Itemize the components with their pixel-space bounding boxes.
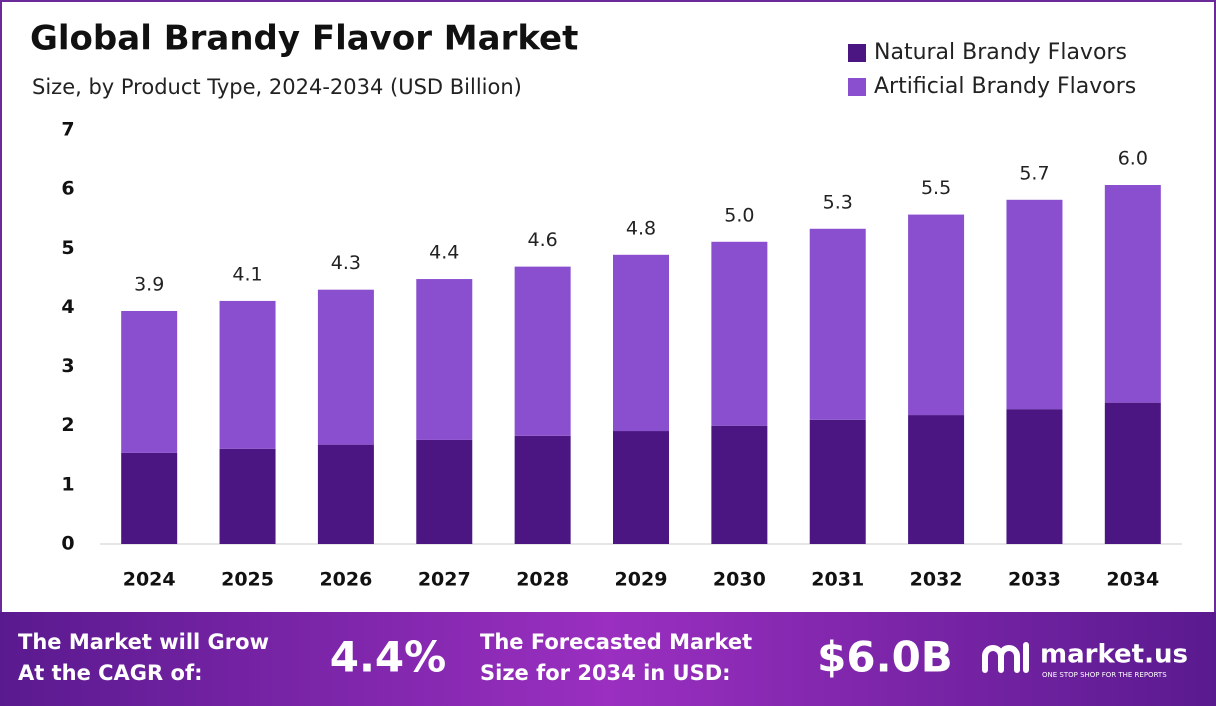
x-tick-label: 2030 <box>713 569 766 591</box>
y-tick-label: 1 <box>61 473 74 495</box>
x-tick-label: 2026 <box>319 569 372 591</box>
forecast-value: $6.0B <box>817 633 953 682</box>
x-tick-label: 2032 <box>910 569 963 591</box>
y-tick-label: 4 <box>61 296 74 318</box>
bar-segment <box>908 214 965 416</box>
bar-segment <box>317 289 374 445</box>
bar-segment <box>1104 185 1161 403</box>
bar-segment <box>711 425 768 544</box>
bar-segment <box>416 279 473 440</box>
bar-segment <box>613 431 669 544</box>
brand: market.us <box>1040 640 1188 670</box>
brand-tagline: ONE STOP SHOP FOR THE REPORTS <box>1042 671 1167 679</box>
bar-segment <box>809 419 866 544</box>
bar-segment <box>908 415 965 544</box>
x-tick-label: 2031 <box>811 569 864 591</box>
cagr-text: The Market will Grow <box>18 630 269 654</box>
bar-segment <box>711 241 768 426</box>
forecast-text: The Forecasted Market <box>480 630 752 654</box>
total-label: 5.5 <box>921 177 951 199</box>
x-tick-label: 2029 <box>615 569 668 591</box>
total-label: 3.9 <box>134 273 164 295</box>
bar-segment <box>514 435 571 544</box>
legend-label: Artificial Brandy Flavors <box>874 74 1136 99</box>
x-tick-label: 2033 <box>1008 569 1061 591</box>
legend-swatch <box>848 44 866 62</box>
total-label: 4.4 <box>429 242 459 264</box>
total-label: 4.6 <box>528 229 558 251</box>
cagr-text: At the CAGR of: <box>18 661 203 685</box>
brand-logo <box>982 642 1029 673</box>
cagr-value: 4.4% <box>330 633 446 682</box>
bar-segment <box>219 448 276 544</box>
bar-segment <box>121 310 178 453</box>
y-tick-label: 2 <box>61 414 74 436</box>
x-tick-label: 2028 <box>516 569 569 591</box>
bar-segment <box>121 452 178 544</box>
bar-segment <box>1104 402 1161 544</box>
x-tick-label: 2024 <box>123 569 176 591</box>
footer-band <box>0 612 1216 706</box>
y-tick-label: 3 <box>61 355 74 377</box>
x-tick-label: 2027 <box>418 569 471 591</box>
total-label: 4.3 <box>331 252 361 274</box>
bar-segment <box>514 266 571 436</box>
total-label: 5.0 <box>724 204 754 226</box>
x-tick-label: 2034 <box>1106 569 1159 591</box>
y-tick-label: 0 <box>61 533 74 555</box>
bar-segment <box>219 300 276 449</box>
bar-segment <box>613 254 669 432</box>
bar-segment <box>317 444 374 544</box>
bar-segment <box>416 439 473 544</box>
legend-label: Natural Brandy Flavors <box>874 40 1127 65</box>
bar-segment <box>809 228 866 420</box>
chart-subtitle: Size, by Product Type, 2024-2034 (USD Bi… <box>32 75 522 99</box>
total-label: 4.8 <box>626 217 656 239</box>
bar-segment <box>1006 409 1063 544</box>
legend-swatch <box>848 78 866 96</box>
total-label: 4.1 <box>232 263 262 285</box>
chart-title: Global Brandy Flavor Market <box>30 19 578 59</box>
bar-segment <box>1006 199 1063 410</box>
y-tick-label: 7 <box>61 119 74 141</box>
x-tick-label: 2025 <box>221 569 274 591</box>
y-tick-label: 6 <box>61 178 74 200</box>
total-label: 5.7 <box>1019 162 1049 184</box>
y-tick-label: 5 <box>61 237 74 259</box>
total-label: 5.3 <box>823 191 853 213</box>
total-label: 6.0 <box>1118 148 1148 170</box>
forecast-text: Size for 2034 in USD: <box>480 661 731 685</box>
